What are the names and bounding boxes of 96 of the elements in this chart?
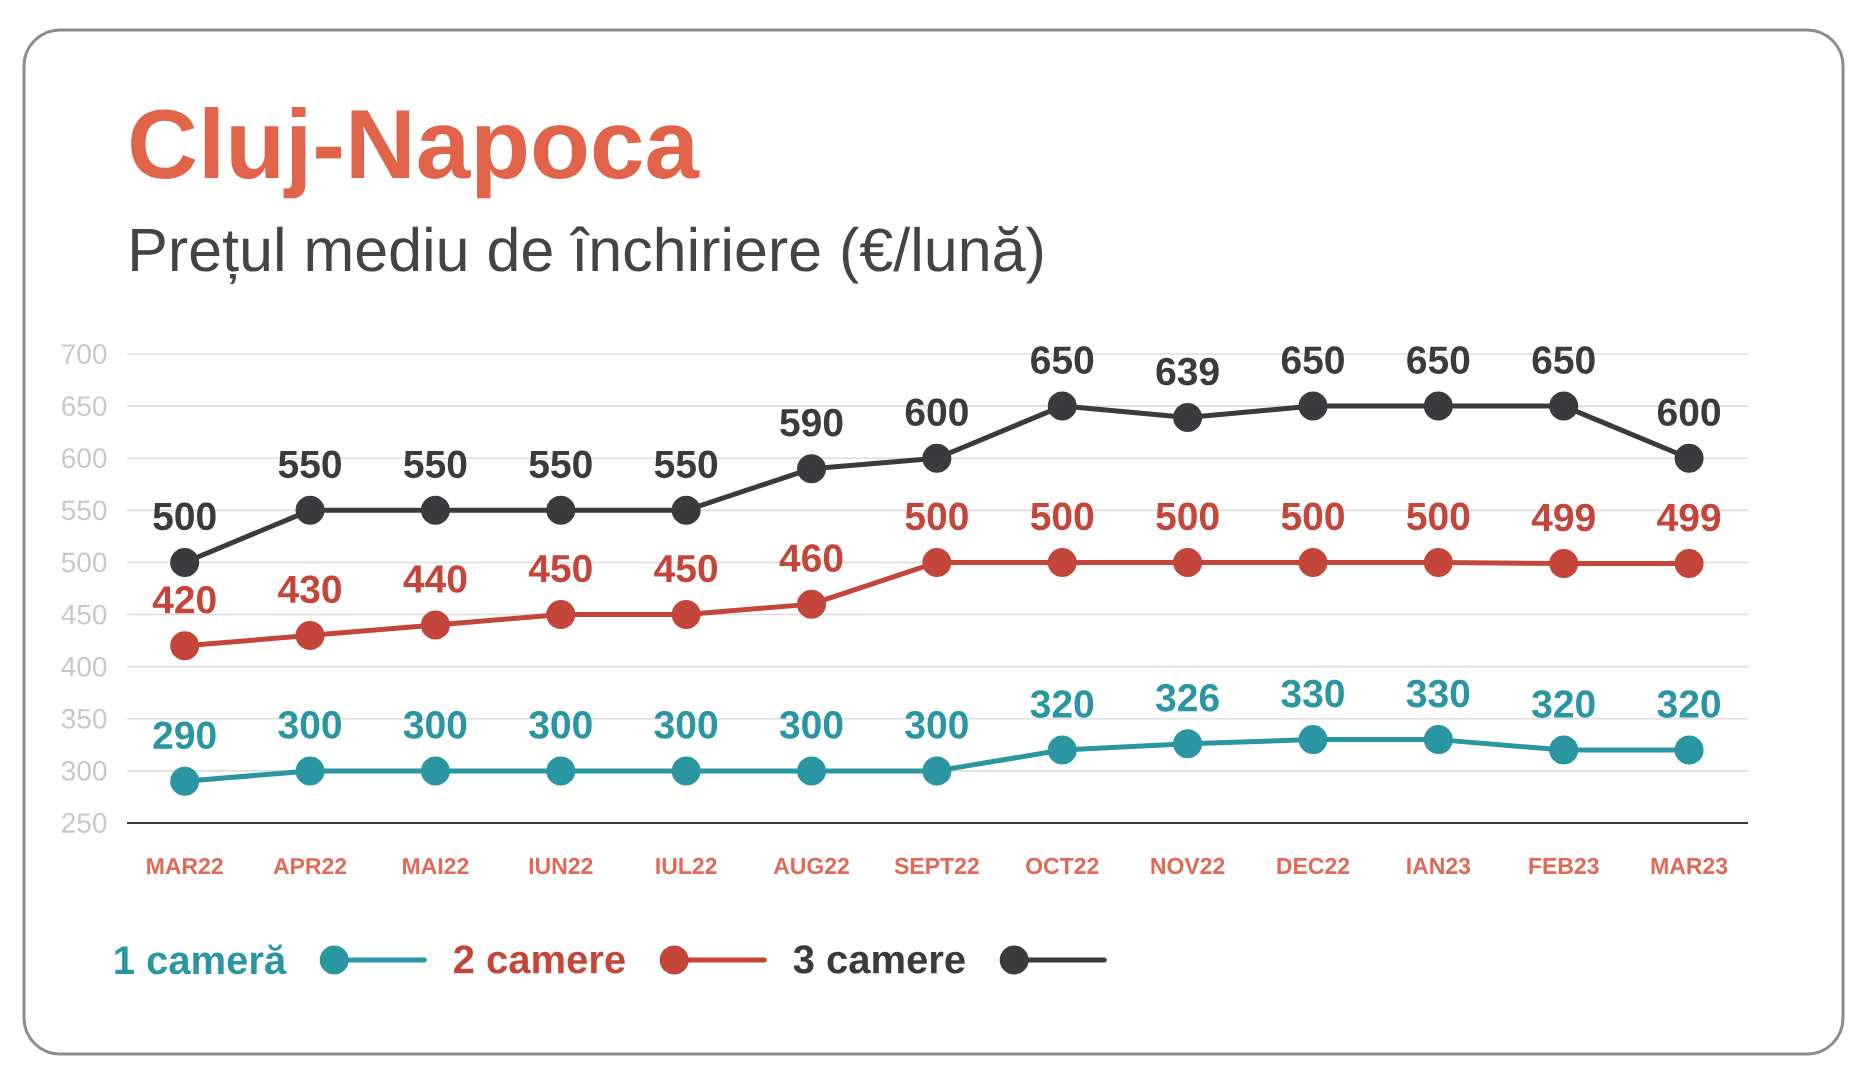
point (922, 443, 952, 473)
data-label: 420 (152, 586, 216, 614)
data-label: 330 (1406, 679, 1470, 708)
point (1549, 735, 1579, 765)
point (922, 756, 952, 786)
data-label: 590 (780, 408, 843, 437)
data-label: 450 (528, 554, 592, 583)
data-label: 500 (1407, 502, 1470, 531)
legend-label: 2 camere (454, 945, 625, 974)
x-tick-label: OCT22 (1026, 857, 1099, 875)
legend-label: 1 cameră (115, 944, 287, 975)
data-label: 440 (403, 565, 467, 593)
data-label: 326 (1155, 683, 1219, 712)
data-label: 290 (153, 721, 216, 750)
x-tick-label: NOV22 (1151, 857, 1225, 875)
point (170, 547, 200, 577)
x-tick-label: IUN22 (529, 857, 593, 875)
data-label: 600 (905, 398, 968, 427)
x-tick-label: SEPT22 (894, 857, 979, 875)
data-label: 300 (403, 711, 467, 739)
x-tick-label: APR22 (273, 857, 347, 875)
data-label: 550 (278, 450, 341, 479)
data-label: 500 (1281, 502, 1344, 531)
point (420, 610, 450, 640)
data-label: 650 (1281, 346, 1344, 374)
point (295, 620, 325, 650)
data-label: 500 (153, 502, 216, 531)
point (671, 756, 701, 786)
point (1298, 547, 1328, 577)
point (420, 756, 450, 786)
data-label: 330 (1281, 679, 1344, 708)
point (1173, 403, 1203, 433)
point (295, 495, 325, 525)
x-tick-label: DEC22 (1277, 857, 1350, 875)
point (797, 589, 827, 619)
point (922, 547, 952, 577)
point (295, 756, 325, 786)
data-label: 320 (1657, 690, 1721, 718)
point (1173, 547, 1203, 577)
x-tick-label: FEB23 (1529, 857, 1599, 875)
point (1549, 548, 1579, 578)
legend-label: 3 camere (793, 945, 965, 974)
point (1047, 391, 1077, 421)
data-label: 650 (1407, 346, 1470, 374)
point (1674, 735, 1704, 765)
point (797, 454, 827, 484)
data-label: 300 (905, 711, 968, 739)
data-label: 300 (529, 711, 592, 739)
point (1423, 547, 1453, 577)
point (1047, 547, 1077, 577)
data-label: 320 (1030, 690, 1094, 718)
x-tick-label: AUG22 (773, 857, 849, 875)
point (420, 495, 450, 525)
x-tick-label: MAI22 (403, 857, 469, 875)
data-label: 500 (905, 502, 968, 531)
point (1674, 548, 1704, 578)
point (1047, 735, 1077, 765)
point (1298, 391, 1328, 421)
x-tick-label: MAR22 (147, 857, 223, 875)
data-label: 650 (1031, 346, 1094, 374)
data-label: 650 (1532, 346, 1595, 374)
data-label: 300 (654, 711, 718, 739)
point (1549, 391, 1579, 421)
data-label: 460 (779, 544, 843, 572)
data-label: 550 (529, 450, 592, 479)
chart-title: Cluj-Napoca (131, 106, 700, 199)
chart-subtitle: Prețul mediu de închiriere (€/lună) (132, 226, 1043, 284)
data-label: 300 (779, 711, 843, 739)
data-label: 550 (654, 450, 718, 479)
x-tick-label: IAN23 (1407, 857, 1471, 875)
data-label: 600 (1657, 398, 1721, 427)
x-tick-label: MAR23 (1651, 857, 1728, 875)
point (1674, 443, 1704, 473)
point (1173, 729, 1203, 759)
data-label: 550 (404, 450, 467, 479)
point (1298, 725, 1328, 755)
point (170, 766, 200, 796)
point (546, 600, 576, 630)
data-label: 639 (1156, 357, 1219, 386)
point (671, 495, 701, 525)
point (170, 631, 200, 661)
point (546, 756, 576, 786)
data-label: 499 (1531, 503, 1595, 532)
point (797, 756, 827, 786)
point (671, 600, 701, 630)
point (546, 495, 576, 525)
data-label: 320 (1532, 690, 1595, 718)
data-label: 500 (1030, 502, 1094, 531)
data-label: 500 (1156, 502, 1219, 531)
point (1423, 725, 1453, 755)
data-label: 430 (278, 575, 341, 604)
x-tick-label: IUL22 (656, 857, 717, 875)
data-label: 450 (654, 554, 718, 583)
data-label: 499 (1657, 503, 1721, 532)
data-label: 300 (278, 711, 341, 739)
point (1423, 391, 1453, 421)
